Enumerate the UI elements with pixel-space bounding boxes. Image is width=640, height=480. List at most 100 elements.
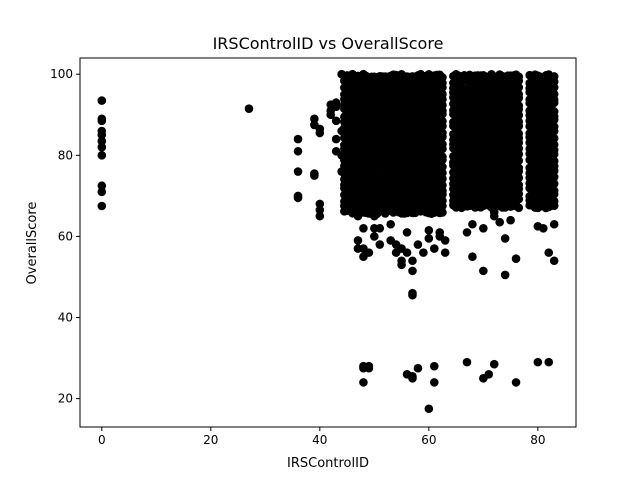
data-point [413, 240, 423, 249]
data-point [402, 228, 412, 237]
data-point [514, 167, 524, 176]
data-point [424, 226, 434, 235]
data-point [438, 144, 447, 154]
data-point [348, 118, 357, 128]
data-point [506, 215, 515, 225]
plot-area [97, 69, 559, 414]
data-point [331, 134, 341, 144]
data-point [462, 357, 472, 367]
data-point [514, 156, 524, 165]
x-tick-label: 60 [421, 433, 436, 447]
data-point [489, 359, 499, 369]
plot-frame [79, 57, 577, 428]
data-point [438, 174, 447, 184]
data-point [97, 201, 107, 211]
data-point [397, 260, 406, 270]
data-point [549, 219, 559, 229]
x-tick-label: 0 [98, 433, 106, 447]
data-point [484, 369, 494, 379]
data-point [97, 142, 107, 152]
data-point [514, 149, 524, 159]
data-point [549, 98, 559, 108]
data-point [549, 172, 559, 182]
data-point [244, 104, 254, 113]
data-point [315, 211, 325, 221]
data-point [359, 69, 368, 79]
data-point [549, 126, 559, 136]
data-point [424, 234, 434, 243]
y-axis: 20 40 60 80 100 [50, 67, 80, 406]
data-point [549, 133, 559, 143]
data-point [438, 109, 447, 119]
x-axis: 0 20 40 60 80 [98, 427, 545, 447]
chart-title: IRSControlID vs OverallScore [213, 34, 444, 53]
data-point [342, 183, 352, 193]
data-point [549, 189, 559, 199]
y-tick-label: 80 [58, 148, 73, 162]
data-point [549, 179, 559, 188]
data-point [97, 116, 107, 126]
data-point [462, 228, 472, 237]
data-point [549, 83, 559, 92]
data-point [337, 167, 346, 176]
y-tick-label: 40 [58, 311, 73, 325]
data-point [544, 357, 554, 367]
data-point [315, 205, 325, 215]
data-point [424, 404, 434, 414]
data-point [97, 187, 107, 197]
data-point [511, 254, 521, 264]
data-point [348, 199, 357, 209]
data-point [514, 93, 524, 103]
data-point [348, 90, 357, 99]
data-point [293, 146, 303, 156]
data-point [293, 134, 303, 144]
data-point [315, 199, 325, 209]
x-tick-label: 80 [530, 433, 545, 447]
data-point [495, 217, 504, 227]
data-point [375, 224, 385, 233]
data-point [370, 211, 379, 221]
data-point [310, 171, 319, 180]
data-point [337, 69, 346, 79]
data-point [413, 363, 423, 373]
data-point [364, 363, 374, 373]
data-point [348, 163, 357, 172]
data-point [514, 76, 524, 86]
data-point [479, 224, 488, 233]
data-point [440, 236, 450, 245]
data-point [408, 256, 417, 266]
data-point [386, 219, 395, 229]
data-point [438, 190, 447, 199]
data-point [549, 256, 559, 266]
data-point [514, 121, 524, 131]
data-point [331, 98, 341, 107]
data-point [511, 378, 521, 387]
x-axis-label: IRSControlID [287, 456, 369, 471]
data-point [97, 130, 107, 140]
data-point [544, 248, 554, 257]
y-tick-label: 100 [50, 67, 73, 81]
x-tick-label: 40 [312, 433, 327, 447]
data-point [310, 114, 319, 124]
data-point [97, 136, 107, 146]
data-point [97, 181, 107, 191]
data-point [408, 266, 417, 276]
y-axis-label: OverallScore [25, 202, 40, 285]
data-point [468, 219, 477, 229]
data-point [538, 224, 548, 233]
data-point [364, 248, 374, 257]
data-point [514, 83, 524, 92]
data-point [293, 193, 303, 203]
data-point [549, 149, 559, 159]
data-point [315, 128, 325, 138]
data-point [429, 244, 439, 253]
data-point [359, 224, 368, 233]
data-point [402, 248, 412, 257]
data-point [375, 240, 385, 249]
y-tick-label: 20 [58, 392, 73, 406]
data-point [489, 211, 499, 221]
data-point [514, 194, 524, 204]
data-point [429, 378, 439, 387]
data-point [342, 130, 352, 140]
data-point [342, 110, 352, 120]
